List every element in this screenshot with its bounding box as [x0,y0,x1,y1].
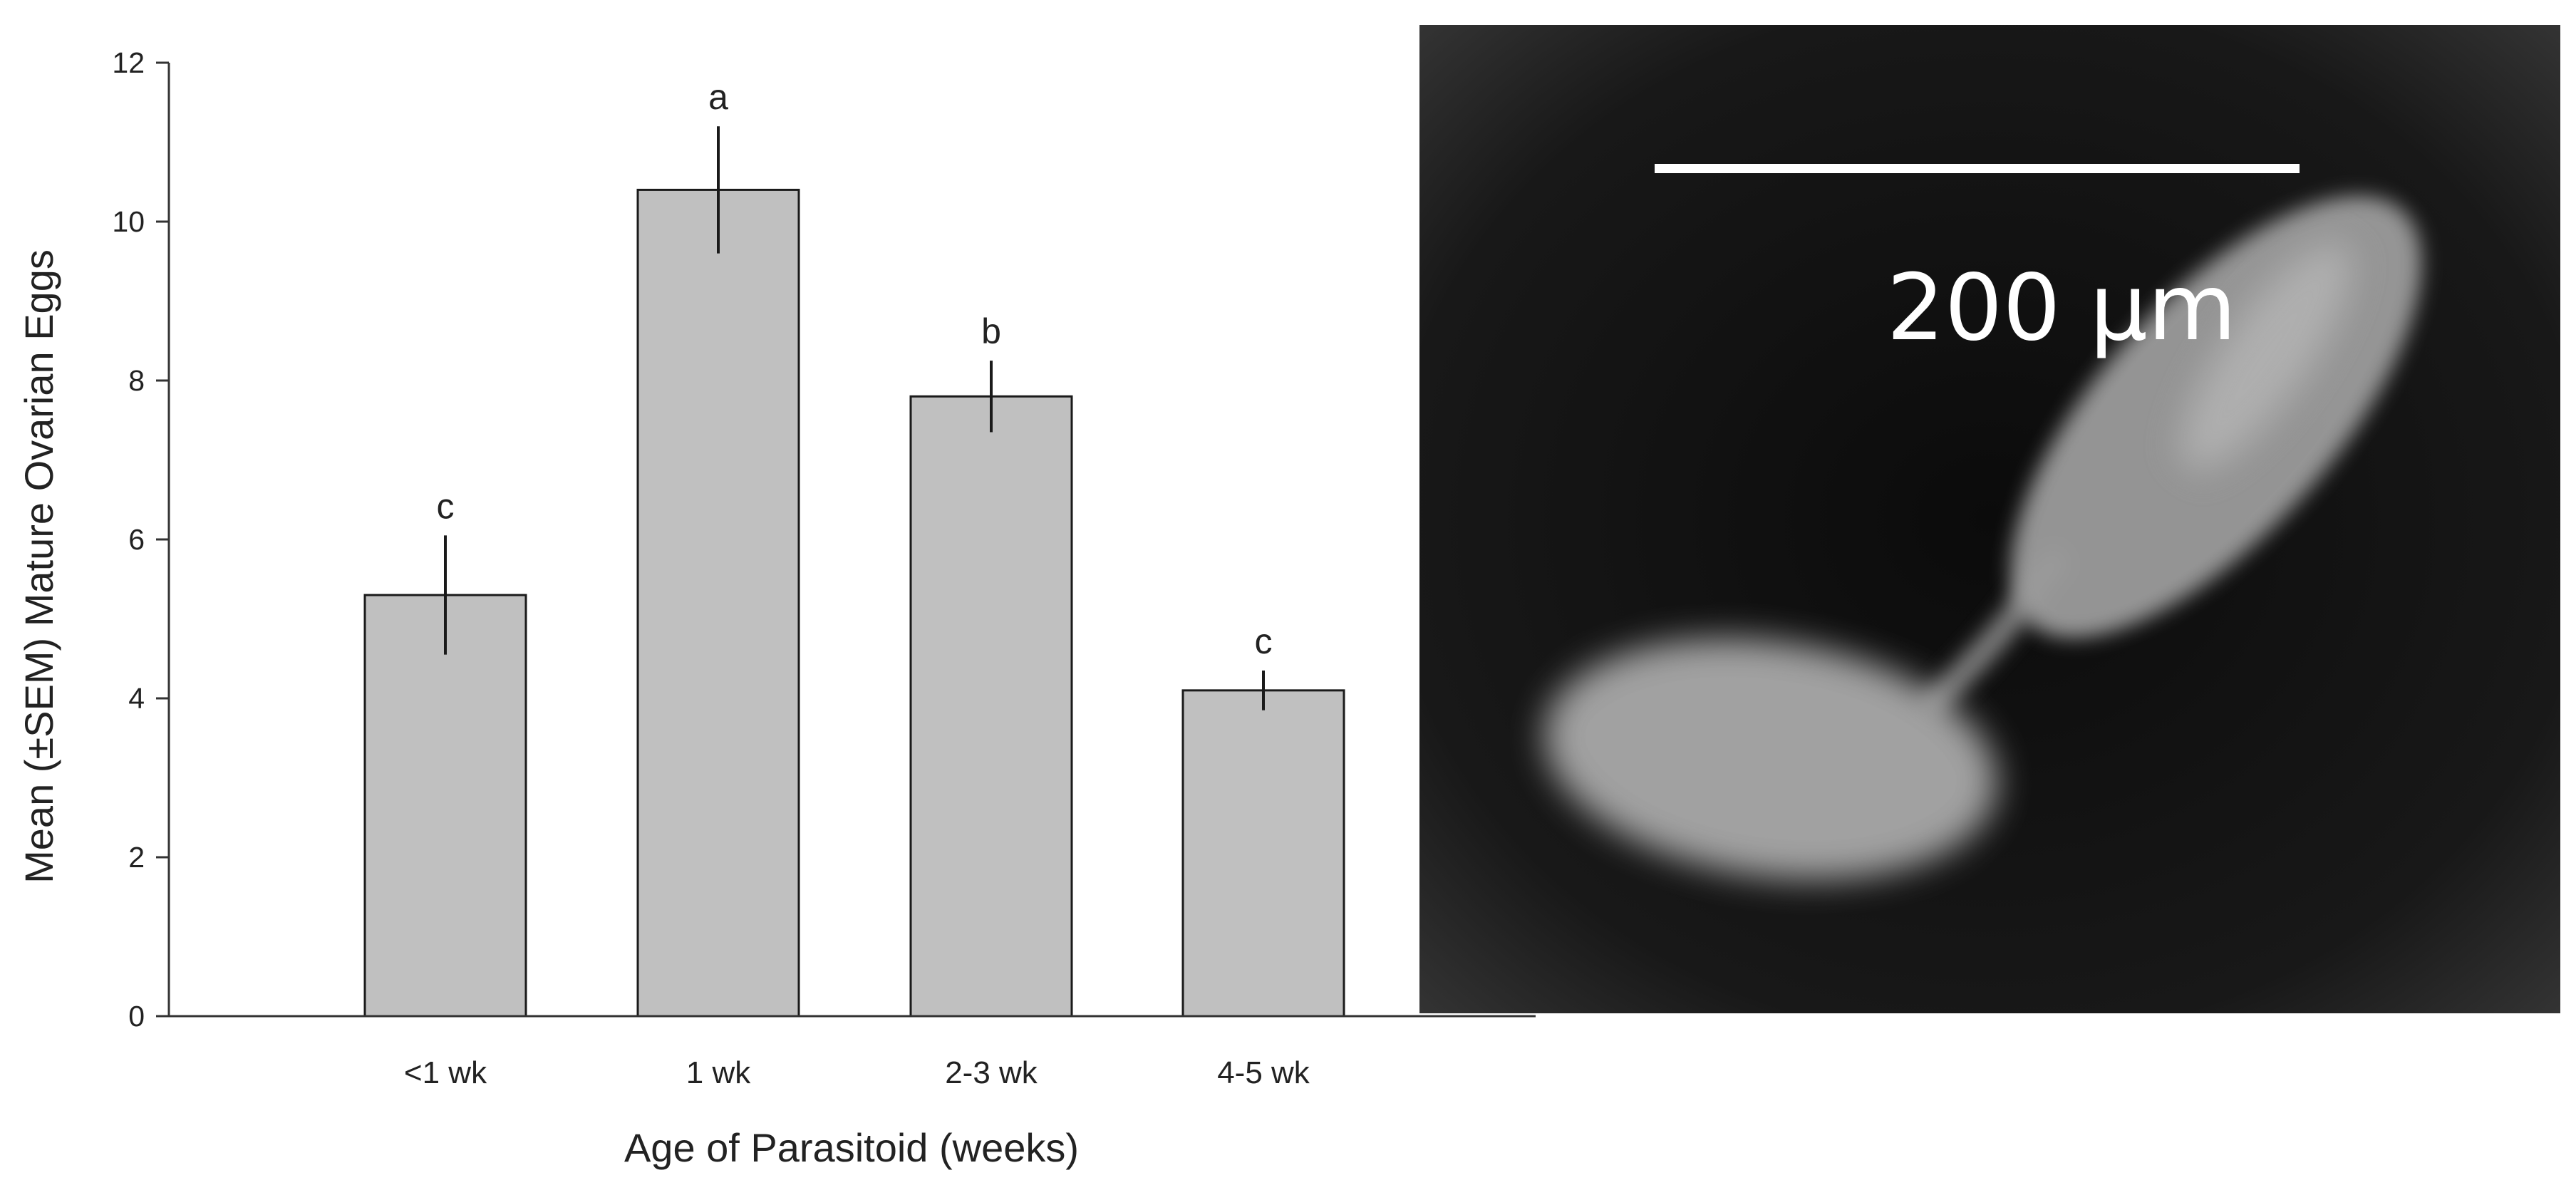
x-tick-label: <1 wk [404,1055,487,1090]
significance-letter: c [1255,621,1273,661]
x-axis-title: Age of Parasitoid (weeks) [624,1125,1079,1170]
bar [363,594,527,1018]
micrograph-panel: 200 μm [1419,25,2560,1013]
egg-upper-highlight [2181,242,2352,470]
bar [636,188,800,1018]
y-tick-label: 10 [112,205,145,238]
significance-letter: a [708,77,728,117]
bar [1181,689,1345,1018]
y-tick-label: 8 [128,364,145,397]
bar-chart: Mean (±SEM) Mature Ovarian Eggs Age of P… [16,46,1536,1170]
y-tick-label: 2 [128,841,145,874]
egg-lower-lobe [1544,638,1997,880]
x-tick-label: 2-3 wk [945,1055,1038,1090]
x-tick-label: 4-5 wk [1217,1055,1310,1090]
y-tick-label: 6 [128,523,145,556]
y-tick-label: 4 [128,682,145,715]
significance-letter: c [437,486,455,526]
egg-image [1544,195,2422,880]
bar [909,395,1073,1018]
x-ticks-group: <1 wk 1 wk 2-3 wk 4-5 wk [404,1055,1310,1090]
y-tick-label: 0 [128,1000,145,1033]
bars-group [363,188,1345,1018]
scale-bar-label: 200 μm [1886,255,2236,361]
significance-letter: b [981,311,1001,351]
y-axis-title: Mean (±SEM) Mature Ovarian Eggs [16,249,61,884]
micrograph-background [1419,25,2560,1013]
y-ticks-group: 0 2 4 6 8 10 12 [112,46,169,1033]
scale-bar [1655,164,2300,173]
error-bars-group [444,126,1265,710]
significance-letters-group: c a b c [437,77,1273,661]
y-tick-label: 12 [112,46,145,79]
x-tick-label: 1 wk [686,1055,751,1090]
